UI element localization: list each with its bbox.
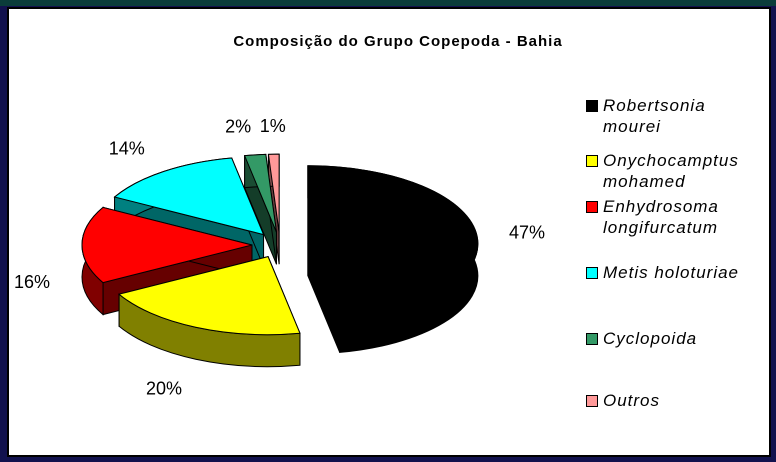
data-label: 14% [109, 138, 145, 158]
slice-top [243, 153, 277, 233]
slice-top [81, 206, 253, 284]
legend-label: Robertsonia mourei [603, 96, 706, 136]
pie-slice [307, 165, 479, 353]
legend-label: Onychocamptus mohamed [603, 151, 739, 191]
legend-swatch [586, 333, 598, 345]
legend-swatch [586, 100, 598, 112]
legend-swatch [586, 155, 598, 167]
chart-title: Composição do Grupo Copepoda - Bahia [233, 33, 562, 50]
slice-top [113, 157, 265, 236]
legend-swatch [586, 395, 598, 407]
legend-label: Metis holoturiae [603, 263, 740, 282]
data-label: 1% [260, 116, 286, 136]
legend-swatch [586, 267, 598, 279]
data-label: 16% [14, 272, 50, 292]
slice-top [118, 256, 301, 336]
pie-slice [118, 255, 301, 368]
data-label: 2% [225, 117, 251, 137]
legend-label: Outros [603, 391, 661, 410]
top-band [0, 0, 776, 6]
slice-top [267, 153, 280, 233]
legend-swatch [586, 201, 598, 213]
legend-label: Cyclopoida [603, 329, 698, 348]
data-label: 20% [146, 379, 182, 399]
data-label: 47% [509, 223, 545, 243]
slice-top [307, 165, 479, 321]
pie-slice [243, 153, 277, 265]
legend-label: Enhydrosoma longifurcatum [603, 197, 719, 237]
